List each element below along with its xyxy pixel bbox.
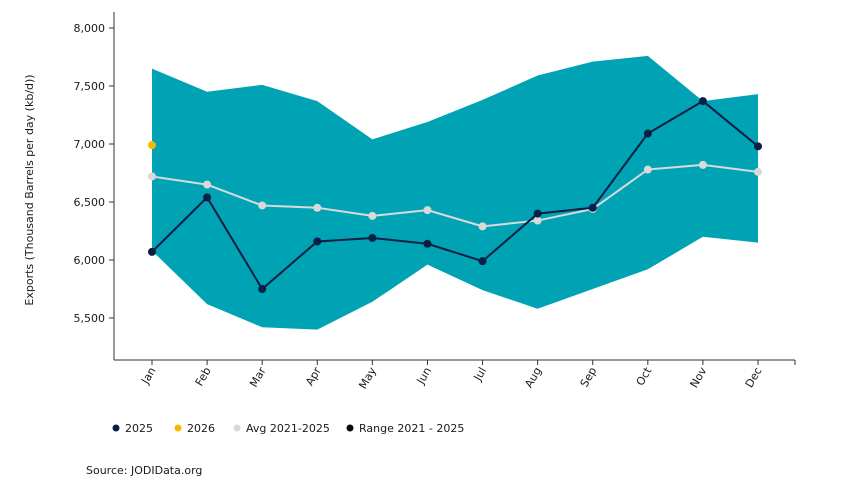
series-layer [148,97,762,293]
data-point-avg-2021-2025 [368,211,377,220]
data-point-avg-2021-2025 [698,160,707,169]
source-note: Source: JODIData.org [86,464,202,477]
range-band [152,55,758,330]
y-axis-title: Exports (Thousand Barrels per day (kb/d)… [23,74,36,305]
y-ticks: 5,500 6,000 6,500 7,000 7,500 8,000 [74,22,114,325]
legend-marker [233,424,241,432]
data-point-2025 [258,285,267,293]
legend-marker [112,424,120,432]
data-point-avg-2021-2025 [313,203,322,212]
x-tick-label: Jul [471,365,489,384]
legend-marker [174,424,182,432]
x-tick-label: Mar [247,365,269,390]
data-point-avg-2021-2025 [203,180,212,189]
legend-label: Range 2021 - 2025 [359,422,464,435]
x-tick-label: Nov [688,365,710,391]
series-line-2025 [151,100,759,290]
series-line-avg-2021-2025 [151,163,759,228]
data-point-2025 [368,233,377,242]
y-tick-label: 7,000 [74,138,106,151]
axes-layer [113,12,795,361]
data-point-avg-2021-2025 [423,206,432,215]
data-point-avg-2021-2025 [148,172,156,181]
y-tick-label: 6,000 [74,254,106,267]
data-point-avg-2021-2025 [478,222,487,231]
data-point-2025 [478,257,487,266]
x-tick-label: Oct [634,364,655,388]
data-point-2025 [533,209,542,218]
legend-label: 2026 [187,422,215,435]
legend: 2025 2026 Avg 2021-2025 Range 2021 - 2025 [112,422,464,435]
data-point-2025 [148,247,156,256]
data-point-2025 [754,142,762,151]
x-tick-label: May [356,365,379,392]
data-point-avg-2021-2025 [533,216,542,225]
data-point-2025 [313,237,322,246]
x-ticks: Jan Feb Mar Apr May Jun Jul Aug Sep Oct Nov Dec [138,360,796,392]
data-point-2025 [423,239,432,248]
data-point-2025 [698,97,707,106]
x-tick-label: Aug [522,365,544,390]
y-tick-label: 6,500 [74,196,106,209]
data-point-avg-2021-2025 [643,165,652,174]
x-tick-label: Dec [743,365,765,390]
y-tick-label: 8,000 [74,22,106,35]
x-tick-label: Apr [303,365,324,388]
data-point-2026 [148,141,156,150]
x-tick-label: Jan [138,365,158,387]
data-point-2025 [643,129,652,138]
y-tick-label: 5,500 [74,312,106,325]
x-tick-label: Sep [578,365,600,389]
range-band-layer [152,55,758,330]
y-tick-label: 7,500 [74,80,106,93]
data-point-2025 [588,203,597,212]
data-point-avg-2021-2025 [754,167,762,176]
data-point-avg-2021-2025 [258,201,267,210]
legend-label: Avg 2021-2025 [246,422,330,435]
legend-marker [346,424,354,432]
x-tick-label: Feb [193,365,214,388]
data-point-2025 [203,193,212,202]
x-tick-label: Jun [414,365,434,387]
legend-label: 2025 [125,422,153,435]
